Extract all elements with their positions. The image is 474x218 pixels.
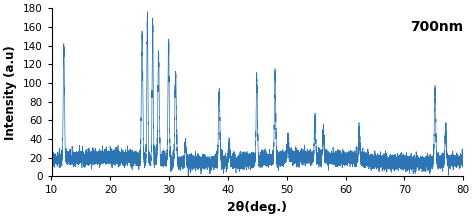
X-axis label: 2θ(deg.): 2θ(deg.) bbox=[228, 201, 287, 214]
Y-axis label: Intensity (a.u): Intensity (a.u) bbox=[4, 45, 17, 140]
Text: 700nm: 700nm bbox=[410, 20, 463, 34]
